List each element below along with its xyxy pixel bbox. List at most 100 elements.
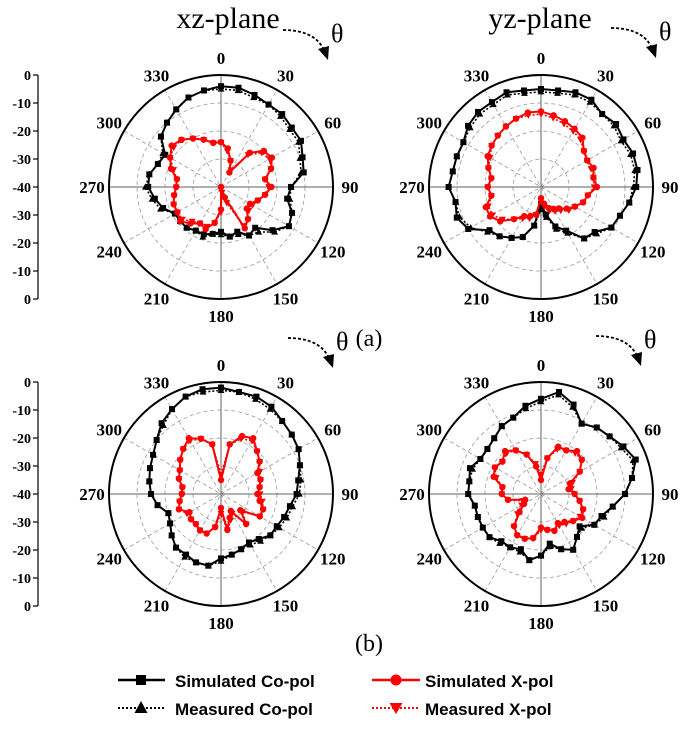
data-point	[564, 229, 571, 236]
data-point	[228, 551, 236, 558]
data-point	[148, 195, 156, 202]
column-title-yz: yz-plane	[488, 2, 591, 35]
data-point	[160, 421, 167, 428]
data-point	[217, 183, 225, 191]
data-point	[261, 192, 269, 199]
data-point	[168, 405, 176, 412]
data-point	[209, 140, 217, 147]
legend: Simulated Co-pol Simulated X-pol Measure…	[118, 672, 553, 719]
series-measured-x-pol	[484, 111, 598, 223]
data-point	[204, 562, 212, 569]
data-point	[593, 423, 601, 431]
data-point	[157, 133, 165, 140]
data-point	[199, 386, 206, 393]
data-point	[537, 527, 545, 534]
data-point	[509, 414, 517, 421]
radial-tick-label: 0	[24, 69, 31, 84]
data-point	[170, 144, 178, 152]
data-point	[203, 223, 211, 231]
radial-tick-label: -10	[12, 572, 31, 587]
data-point	[234, 228, 241, 235]
data-point	[293, 491, 300, 497]
radial-tick-label: 0	[24, 600, 31, 615]
angle-label-270: 270	[399, 178, 425, 197]
data-point	[145, 184, 152, 190]
data-point	[498, 422, 506, 429]
data-point	[629, 456, 637, 464]
data-point	[255, 536, 262, 543]
data-point	[569, 518, 577, 525]
data-point	[537, 398, 545, 405]
data-point	[266, 531, 274, 538]
data-point	[234, 230, 242, 237]
data-point	[609, 503, 617, 510]
data-point	[237, 436, 245, 443]
data-point	[297, 476, 305, 483]
data-point	[490, 100, 497, 108]
subfigure-label-a: (a)	[356, 326, 383, 352]
data-point	[153, 436, 161, 443]
data-point	[223, 527, 231, 534]
data-point	[488, 143, 496, 150]
data-point	[483, 228, 491, 235]
data-point	[249, 202, 256, 209]
data-point	[288, 209, 296, 216]
data-point	[196, 527, 204, 534]
data-point	[526, 215, 533, 223]
angle-label-180: 180	[528, 307, 554, 326]
data-point	[620, 443, 627, 450]
angle-label-30: 30	[597, 66, 614, 85]
data-point	[297, 169, 305, 176]
data-point	[265, 184, 272, 191]
data-point	[529, 535, 537, 542]
data-point	[172, 544, 180, 551]
data-point	[625, 198, 633, 206]
data-point	[557, 545, 565, 552]
data-point	[166, 155, 174, 162]
data-point	[299, 154, 306, 161]
data-point	[159, 149, 167, 156]
radial-tick-label: -20	[12, 125, 31, 140]
angle-label-150: 150	[273, 597, 299, 616]
angle-label-300: 300	[97, 421, 123, 440]
data-point	[486, 533, 493, 540]
data-point	[521, 536, 529, 543]
data-point	[296, 154, 304, 161]
data-point	[530, 222, 538, 229]
data-point	[576, 513, 584, 520]
data-point	[491, 464, 499, 471]
data-point	[520, 87, 527, 94]
legend-label-simulated-xpol: Simulated X-pol	[425, 672, 553, 691]
data-point	[247, 541, 254, 548]
series-measured-co-pol	[145, 386, 305, 569]
data-point	[217, 511, 225, 518]
data-point	[285, 222, 293, 229]
angle-label-240: 240	[97, 550, 123, 569]
data-point	[286, 195, 294, 202]
data-point	[563, 227, 570, 234]
data-point	[256, 484, 264, 491]
data-point	[226, 233, 234, 240]
data-point	[496, 539, 504, 546]
angle-label-240: 240	[97, 243, 123, 262]
series-line	[148, 386, 301, 567]
data-point	[256, 459, 264, 466]
data-point	[217, 504, 225, 512]
data-point	[590, 184, 598, 191]
data-point	[613, 121, 620, 128]
data-point	[475, 108, 482, 115]
data-point	[183, 511, 191, 518]
angle-label-30: 30	[277, 66, 294, 85]
data-point	[555, 391, 562, 398]
data-point	[610, 122, 618, 129]
data-point	[576, 523, 583, 530]
angle-label-180: 180	[528, 614, 554, 633]
data-point	[466, 465, 473, 472]
data-point	[235, 388, 243, 395]
data-point	[569, 479, 576, 487]
data-point	[217, 557, 225, 564]
data-point	[487, 175, 495, 182]
data-point	[256, 513, 264, 520]
data-point	[240, 223, 247, 230]
